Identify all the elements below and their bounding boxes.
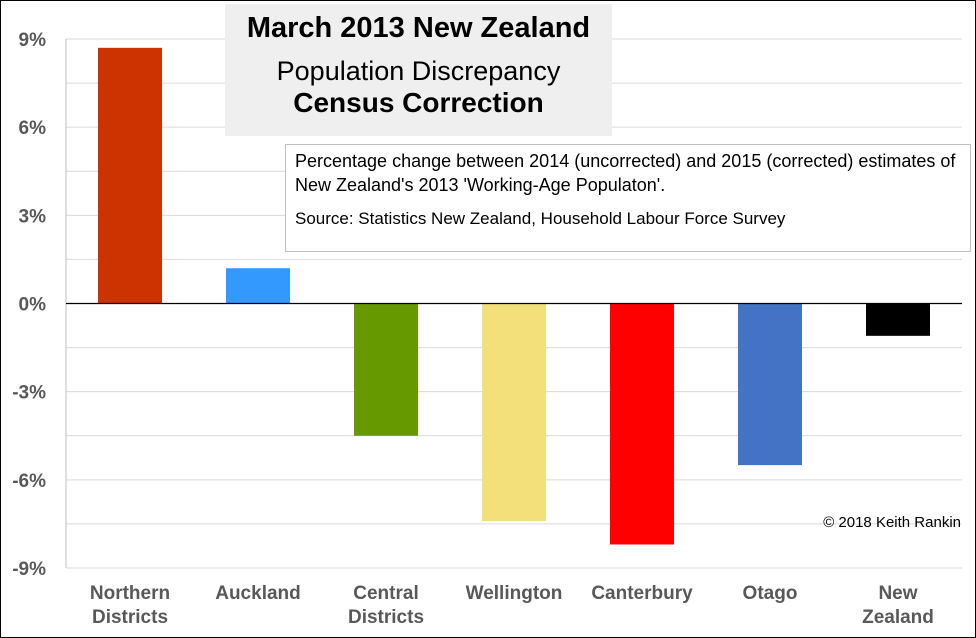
bar-central-districts — [354, 303, 418, 436]
y-tick-label: -6% — [12, 471, 46, 492]
x-tick-label: Canterbury — [591, 583, 693, 604]
bar-auckland — [226, 268, 290, 304]
annotation-box: Percentage change between 2014 (uncorrec… — [285, 144, 971, 252]
source-text: Source: Statistics New Zealand, Househol… — [295, 209, 786, 228]
x-tick-label: Otago — [743, 583, 798, 604]
y-tick-labels: 9% 6% 3% 0% -3% -6% -9% — [12, 30, 46, 580]
bar-northern-districts — [98, 47, 162, 304]
x-tick-label: Northern Districts — [90, 583, 170, 628]
chart-subtitle: Population Discrepancy — [276, 56, 561, 86]
y-tick-label: 9% — [19, 30, 47, 51]
annotation-text: Percentage change between 2014 (uncorrec… — [295, 151, 956, 195]
x-tick-label: Auckland — [215, 583, 301, 604]
chart-subtitle-bold: Census Correction — [293, 87, 544, 118]
y-tick-label: 0% — [19, 295, 47, 316]
copyright-label: © 2018 Keith Rankin — [823, 514, 961, 531]
x-tick-labels: Northern Districts Auckland Central District… — [90, 583, 934, 628]
axes — [65, 39, 962, 568]
y-tick-label: -3% — [12, 383, 46, 404]
chart-title: March 2013 New Zealand — [246, 12, 591, 44]
bar-otago — [738, 303, 802, 466]
bars — [98, 47, 930, 545]
bar-wellington — [482, 303, 546, 521]
y-tick-label: 3% — [19, 206, 47, 227]
bar-canterbury — [610, 303, 674, 545]
title-box: March 2013 New Zealand Population Discre… — [225, 4, 612, 136]
x-tick-label: Wellington — [466, 583, 563, 604]
y-tick-label: -9% — [12, 559, 46, 580]
y-tick-label: 6% — [19, 118, 47, 139]
x-tick-label: Central Districts — [348, 583, 424, 628]
bar-new-zealand — [866, 303, 930, 336]
x-tick-label: New Zealand — [862, 583, 934, 628]
